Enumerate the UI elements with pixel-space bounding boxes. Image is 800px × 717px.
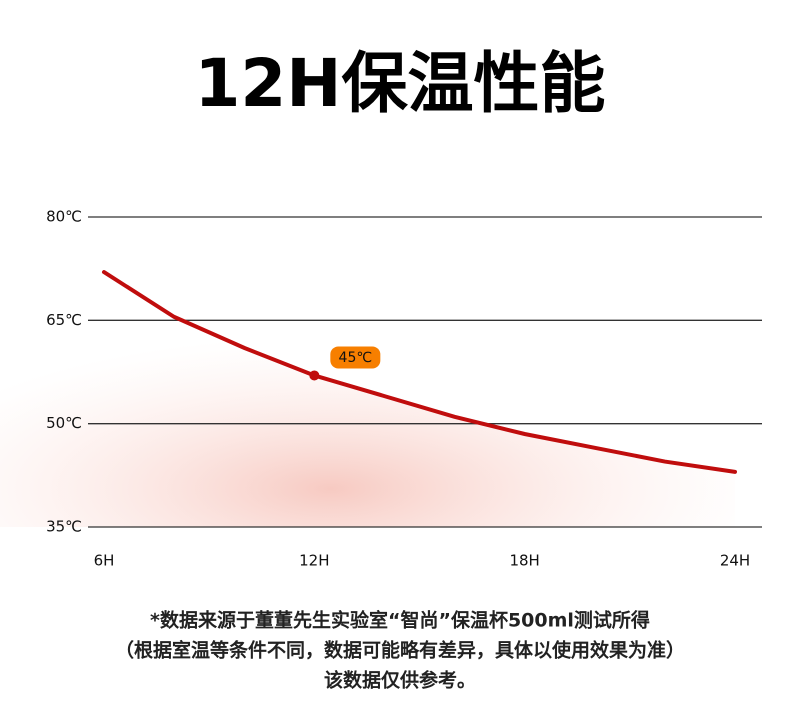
annotation-badge: [330, 346, 381, 369]
x-tick-label: 12H: [299, 552, 329, 570]
y-tick-label: 35℃: [46, 518, 82, 536]
y-tick-label: 65℃: [46, 311, 82, 329]
annotation-label: 45℃: [339, 350, 373, 366]
plot: 35℃ 50℃ 65℃ 80℃ 6H 12H 18H 24H 45℃: [0, 208, 762, 570]
footnote: *数据来源于董董先生实验室“智尚”保温杯500ml测试所得: [150, 609, 650, 632]
annotation-point: [309, 370, 320, 381]
area-glow: [0, 272, 735, 527]
chart-title: 12H保温性能: [194, 45, 605, 122]
x-tick-label: 24H: [720, 552, 750, 570]
footnote: 该数据仅供参考。: [324, 669, 476, 692]
y-tick-label: 80℃: [46, 208, 82, 226]
footnote: （根据室温等条件不同，数据可能略有差异，具体以使用效果为准）: [115, 639, 685, 662]
line: [102, 270, 737, 474]
x-tick-label: 6H: [94, 552, 115, 570]
y-tick-label: 50℃: [46, 414, 82, 432]
x-tick-label: 18H: [509, 552, 539, 570]
